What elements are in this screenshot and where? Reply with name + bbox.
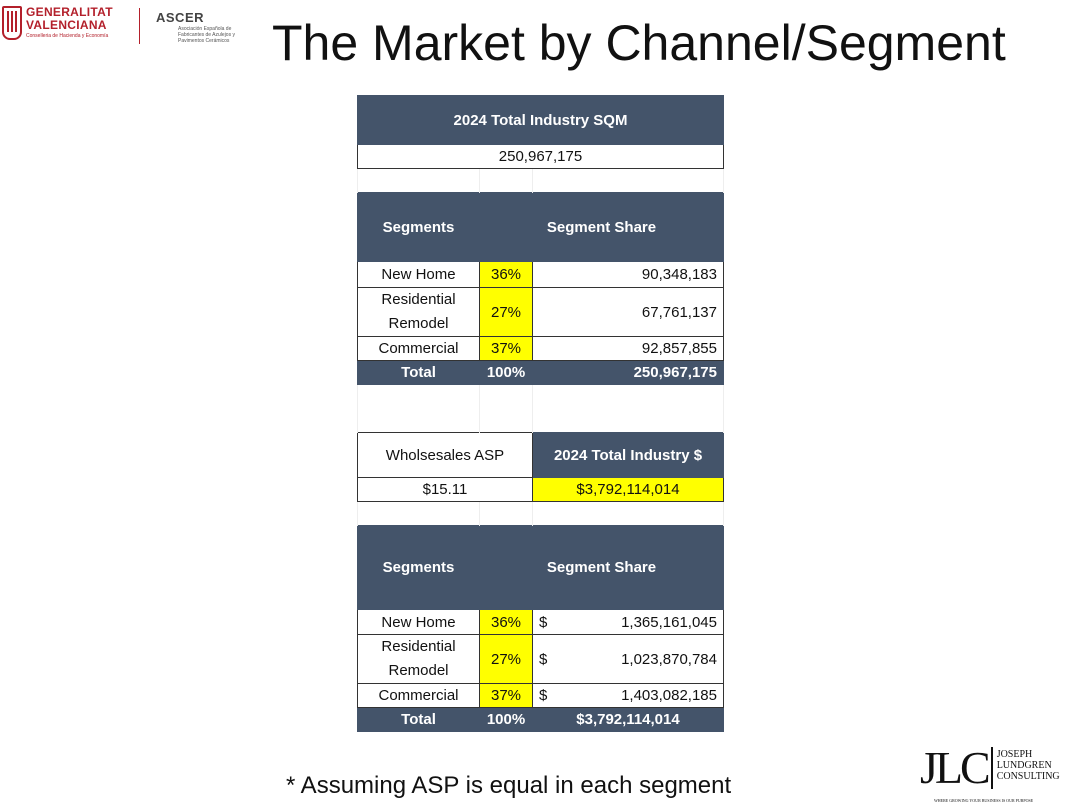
dollar-share-header: Segment Share — [479, 525, 724, 610]
sqm-header: 2024 Total Industry SQM — [357, 95, 724, 145]
spacer-row — [357, 168, 724, 193]
generalitat-logo: GENERALITAT VALENCIANA Conselleria de Ha… — [2, 6, 113, 40]
segment-dollar-cell: $1,365,161,045 — [532, 609, 724, 635]
sqm-segments-header: Segments — [357, 192, 480, 262]
jlc-tagline: WHERE GROWING YOUR BUSINESS IS OUR PURPO… — [934, 798, 1034, 803]
table-row: Commercial 37% $1,403,082,185 — [357, 683, 724, 708]
segment-value: 90,348,183 — [532, 261, 724, 288]
asp-value-row: $15.11 $3,792,114,014 — [357, 477, 724, 502]
logo-divider — [139, 8, 140, 44]
spacer-row — [357, 501, 724, 526]
segment-name: Commercial — [357, 336, 480, 361]
segment-name: Residential Remodel — [357, 634, 480, 684]
jlc-name-line: LUNDGREN — [996, 760, 1052, 771]
segment-pct: 36% — [479, 609, 533, 635]
currency-symbol: $ — [539, 650, 548, 668]
total-row: Total 100% $3,792,114,014 — [357, 707, 724, 732]
segment-dollar-cell: $1,403,082,185 — [532, 683, 724, 708]
segment-pct: 37% — [479, 683, 533, 708]
spacer-row — [357, 408, 724, 433]
total-pct: 100% — [479, 360, 533, 385]
ascer-subtitle: Asociación Española de Fabricantes de Az… — [178, 26, 235, 44]
total-pct: 100% — [479, 707, 533, 732]
segment-pct: 37% — [479, 336, 533, 361]
generalitat-line1: GENERALITAT — [26, 5, 113, 19]
table-row: Residential Remodel 27% 67,761,137 — [357, 287, 724, 337]
industry-dollar-value: $3,792,114,014 — [532, 477, 724, 502]
jlc-name-line: JOSEPH — [996, 749, 1033, 760]
asp-header-row: Wholsesales ASP 2024 Total Industry $ — [357, 432, 724, 478]
asp-label: Wholsesales ASP — [357, 432, 533, 478]
table-row: New Home 36% $1,365,161,045 — [357, 609, 724, 635]
total-value: $3,792,114,014 — [532, 707, 724, 732]
asp-value: $15.11 — [357, 477, 533, 502]
segment-value: 1,365,161,045 — [621, 613, 717, 631]
market-table: 2024 Total Industry SQM 250,967,175 Segm… — [357, 95, 724, 732]
spacer-row — [357, 384, 724, 409]
footnote: * Assuming ASP is equal in each segment — [286, 772, 732, 799]
segment-dollar-cell: $1,023,870,784 — [532, 634, 724, 684]
sqm-segments-header-row: Segments Segment Share — [357, 192, 724, 262]
page-title: The Market by Channel/Segment — [272, 15, 1006, 71]
ascer-name: ASCER — [156, 10, 205, 25]
jlc-mark: JLC — [920, 742, 991, 793]
table-row: Residential Remodel 27% $1,023,870,784 — [357, 634, 724, 684]
total-value: 250,967,175 — [532, 360, 724, 385]
currency-symbol: $ — [539, 687, 548, 704]
segment-value: 1,023,870,784 — [621, 650, 717, 668]
industry-dollar-header: 2024 Total Industry $ — [532, 432, 724, 478]
generalitat-line2: VALENCIANA — [26, 18, 107, 32]
segment-pct: 27% — [479, 634, 533, 684]
sqm-total: 250,967,175 — [357, 144, 724, 169]
segment-name: Commercial — [357, 683, 480, 708]
table-row: Commercial 37% 92,857,855 — [357, 336, 724, 361]
currency-symbol: $ — [539, 613, 548, 631]
segment-name: Residential Remodel — [357, 287, 480, 337]
total-row: Total 100% 250,967,175 — [357, 360, 724, 385]
segment-name: New Home — [357, 261, 480, 288]
total-label: Total — [357, 360, 480, 385]
total-label: Total — [357, 707, 480, 732]
jlc-name: JOSEPH LUNDGREN CONSULTING — [997, 749, 1060, 782]
generalitat-seal-icon — [2, 6, 22, 40]
segment-value: 67,761,137 — [532, 287, 724, 337]
ascer-logo: ASCER Asociación Española de Fabricantes… — [156, 10, 248, 44]
generalitat-line3: Conselleria de Hacienda y Economía — [26, 33, 109, 39]
jlc-name-line: CONSULTING — [996, 771, 1060, 782]
jlc-logo: JLC JOSEPH LUNDGREN CONSULTING WHERE GRO… — [920, 742, 1060, 804]
segment-value: 1,403,082,185 — [621, 687, 717, 704]
segment-value: 92,857,855 — [532, 336, 724, 361]
segment-pct: 36% — [479, 261, 533, 288]
sqm-share-header: Segment Share — [479, 192, 724, 262]
jlc-divider — [990, 747, 993, 789]
segment-pct: 27% — [479, 287, 533, 337]
dollar-segments-header-row: Segments Segment Share — [357, 525, 724, 610]
sqm-total-row: 250,967,175 — [357, 144, 724, 169]
table-row: New Home 36% 90,348,183 — [357, 261, 724, 288]
sqm-header-row: 2024 Total Industry SQM — [357, 95, 724, 145]
dollar-segments-header: Segments — [357, 525, 480, 610]
segment-name: New Home — [357, 609, 480, 635]
